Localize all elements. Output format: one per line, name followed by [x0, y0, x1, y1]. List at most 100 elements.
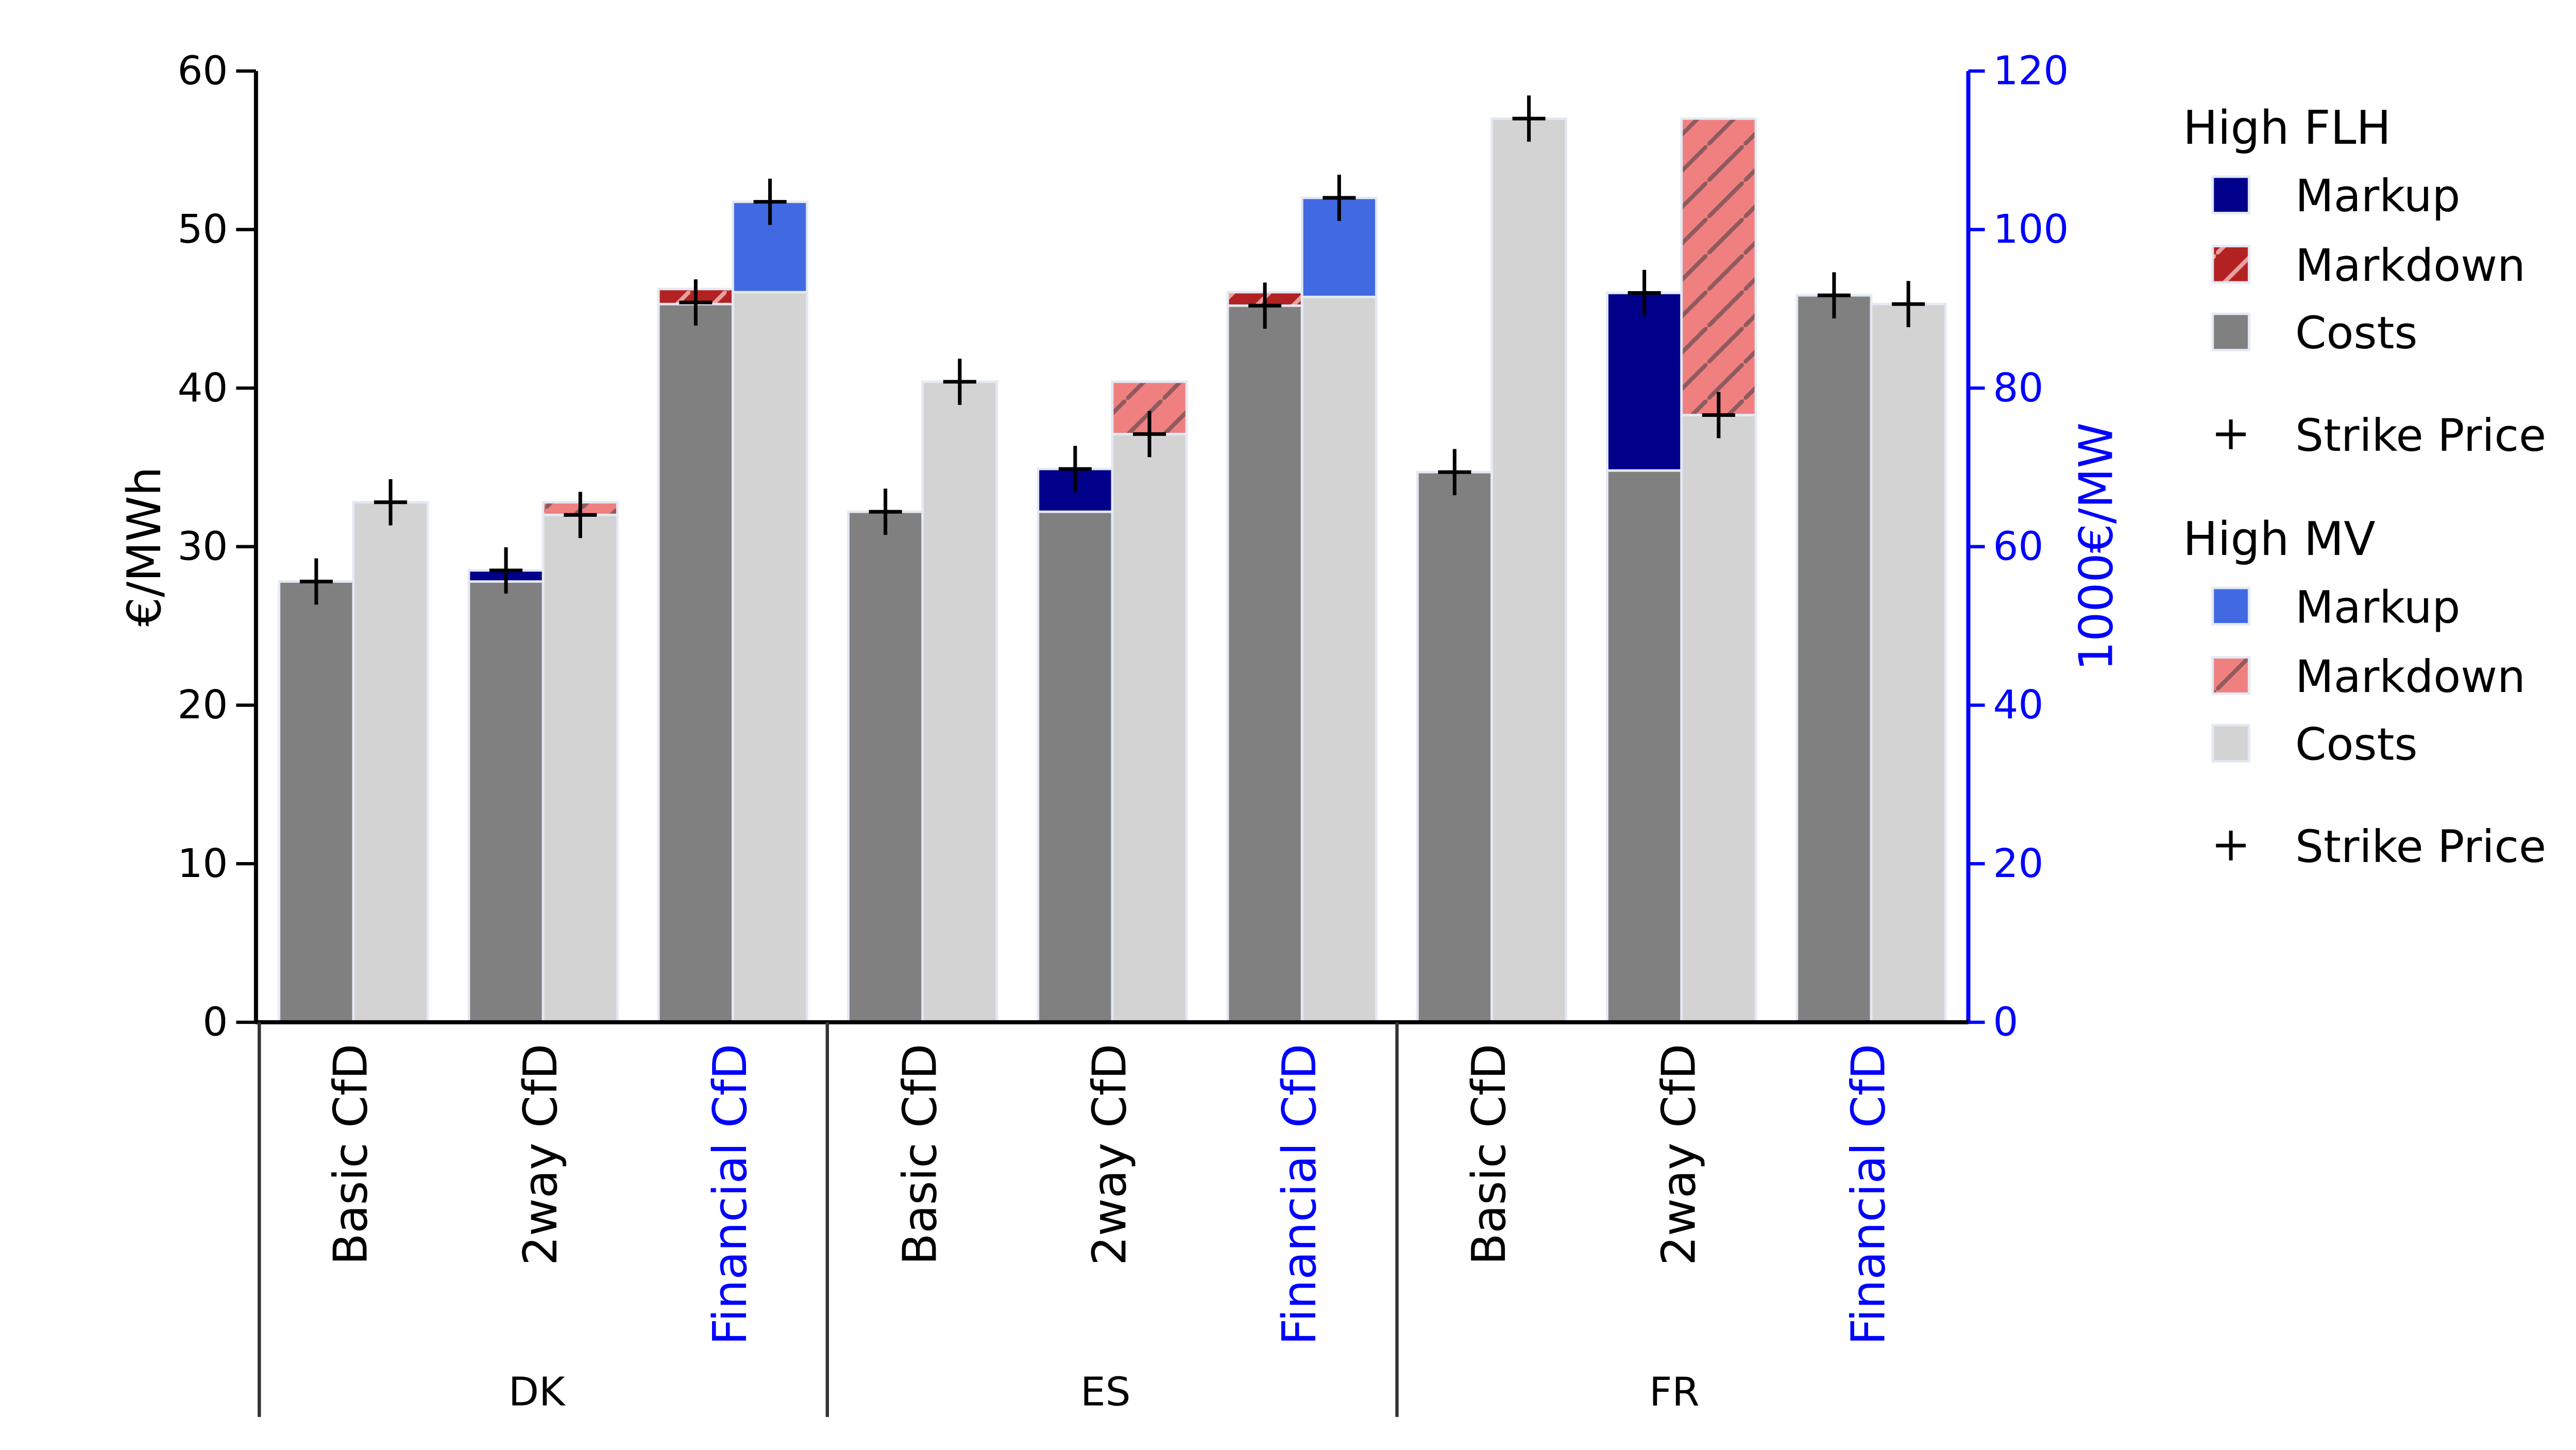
x-tick-label: Financial CfD [1273, 1044, 1327, 1345]
costs-bar [1300, 295, 1378, 1024]
y-right-tick-label: 80 [1993, 365, 2044, 411]
legend-swatch [2211, 723, 2250, 763]
costs-bar [1870, 302, 1947, 1024]
legend-swatch [2211, 656, 2250, 695]
markdown-bar [1680, 117, 1757, 416]
bar-dk-2way-cfd-high-flh [467, 547, 545, 1024]
costs-bar [352, 501, 429, 1024]
axes: €/MWh 1000€/MW 0 10 20 30 40 50 60 0 20 40 60 80 100… [118, 48, 2123, 1417]
costs-bar [1680, 414, 1757, 1024]
legend-title: High FLH [2183, 102, 2391, 155]
legend-item-label: Costs [2295, 308, 2417, 359]
strike-price-marker [1058, 446, 1092, 492]
y-axis-right-label: 1000€/MW [2070, 423, 2123, 671]
strike-price-marker [679, 279, 713, 326]
bar-fr-financial-cfd-high-mv [1870, 281, 1947, 1024]
bar-es-2way-cfd-high-flh [1037, 446, 1114, 1024]
legend-item-label: Strike Price [2295, 821, 2546, 873]
y-right-tick-label: 0 [1993, 1000, 2019, 1046]
x-tick-label: Financial CfD [704, 1044, 757, 1345]
costs-bar [657, 302, 734, 1024]
x-tick-label: Basic CfD [325, 1044, 378, 1265]
strike-price-marker [299, 558, 333, 605]
y-left-tick-label: 20 [178, 682, 228, 728]
costs-bar [732, 291, 809, 1024]
legend-item-label: Strike Price [2295, 410, 2546, 462]
x-tick-label: Basic CfD [1463, 1044, 1516, 1265]
strike-price-marker [1512, 95, 1546, 142]
x-tick-label: Financial CfD [1842, 1044, 1896, 1345]
costs-bar [921, 380, 998, 1024]
group-label: ES [1080, 1369, 1130, 1415]
strike-price-marker [943, 359, 976, 405]
strike-price-marker [564, 492, 597, 538]
costs-bar [1111, 433, 1188, 1024]
bar-dk-basic-cfd-high-mv [352, 479, 429, 1024]
group-label: FR [1649, 1369, 1700, 1415]
bar-fr-basic-cfd-high-flh [1416, 449, 1493, 1024]
costs-bar [467, 580, 545, 1024]
x-tick-label: 2way CfD [1083, 1044, 1137, 1266]
strike-price-marker [1892, 281, 1925, 327]
costs-bar [1037, 510, 1114, 1024]
strike-price-marker [374, 479, 408, 526]
bar-fr-2way-cfd-high-mv [1680, 117, 1757, 1024]
bar-fr-basic-cfd-high-mv [1490, 95, 1568, 1024]
legend-swatch [2211, 245, 2250, 284]
costs-bar [278, 580, 355, 1024]
group-label: DK [509, 1369, 566, 1415]
strike-price-marker [1248, 282, 1282, 329]
legend-swatch [2211, 175, 2250, 214]
x-tick-label: 2way CfD [514, 1044, 568, 1266]
costs-bar [1490, 117, 1568, 1024]
bar-dk-financial-cfd-high-mv [732, 178, 809, 1024]
y-right-tick-label: 100 [1993, 207, 2069, 252]
strike-price-marker [1323, 175, 1356, 221]
legend-strike-marker [2216, 419, 2246, 449]
costs-bar [1416, 470, 1493, 1024]
legend-item-label: Markup [2295, 171, 2460, 222]
legend-strike-marker [2216, 831, 2246, 861]
y-axis-left-label: €/MWh [118, 467, 172, 627]
bar-es-basic-cfd-high-mv [921, 359, 998, 1024]
legend-title: High MV [2183, 513, 2376, 566]
y-right-tick-label: 120 [1993, 48, 2069, 94]
legend-section-high-flh: High FLH Markup Markdown Costs Strike Price [2183, 102, 2546, 462]
legend-swatch [2211, 312, 2250, 351]
costs-bar [541, 513, 619, 1024]
legend-item-label: Markdown [2295, 240, 2526, 292]
y-left-tick-label: 0 [202, 1000, 228, 1046]
strike-price-marker [1817, 272, 1851, 319]
y-left-tick-label: 10 [178, 841, 228, 887]
bar-es-2way-cfd-high-mv [1111, 380, 1188, 1024]
y-right-tick-label: 60 [1993, 524, 2044, 569]
bars [278, 95, 1947, 1024]
bar-dk-2way-cfd-high-mv [541, 492, 619, 1024]
markup-bar [1606, 292, 1683, 472]
bar-dk-basic-cfd-high-flh [278, 558, 355, 1024]
y-left-tick-label: 60 [178, 48, 228, 94]
y-left-tick-label: 40 [178, 365, 228, 411]
x-labels: Basic CfD 2way CfD Financial CfD Basic CfD 2… [325, 1044, 1896, 1415]
strike-price-marker [1133, 411, 1166, 458]
y-right-tick-label: 40 [1993, 682, 2044, 728]
costs-bar [1226, 304, 1303, 1024]
costs-bar [847, 510, 924, 1024]
y-left-tick-label: 50 [178, 207, 228, 252]
strike-price-marker [489, 547, 523, 594]
costs-bar [1795, 294, 1873, 1024]
strike-price-marker [753, 178, 787, 225]
bar-dk-financial-cfd-high-flh [657, 279, 734, 1024]
y-right-tick-label: 20 [1993, 841, 2044, 887]
strike-price-marker [869, 488, 902, 535]
legend-item-label: Markup [2295, 582, 2460, 633]
y-left-tick-label: 30 [178, 524, 228, 569]
bar-es-basic-cfd-high-flh [847, 488, 924, 1024]
legend-section-high-mv: High MV Markup Markdown Costs Strike Price [2183, 513, 2546, 873]
strike-price-marker [1702, 392, 1735, 439]
bar-es-financial-cfd-high-flh [1226, 282, 1303, 1024]
legend-item-label: Markdown [2295, 651, 2526, 703]
costs-bar [1606, 469, 1683, 1024]
